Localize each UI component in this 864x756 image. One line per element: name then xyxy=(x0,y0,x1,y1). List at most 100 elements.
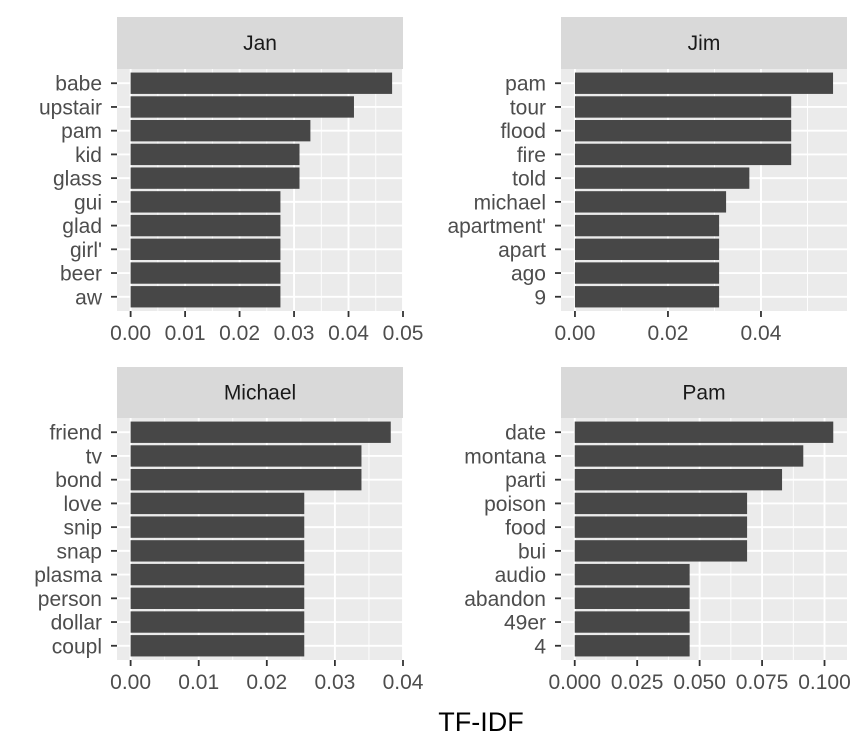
bar xyxy=(574,191,727,213)
bar xyxy=(574,421,834,443)
facet-strip-label: Jan xyxy=(243,32,277,55)
bar xyxy=(130,238,281,260)
facet-strip-label: Michael xyxy=(224,382,296,405)
x-tick-label: 0.03 xyxy=(274,322,315,345)
y-tick-label: montana xyxy=(464,445,546,468)
facet-strip xyxy=(117,17,403,69)
y-tick-label: person xyxy=(38,588,102,611)
bar xyxy=(574,540,748,562)
bar xyxy=(574,492,748,515)
bar xyxy=(574,214,720,237)
bar xyxy=(130,143,300,166)
y-tick-label: tv xyxy=(86,445,103,468)
y-tick-label: pam xyxy=(505,73,546,96)
y-tick-label: girl' xyxy=(70,239,102,262)
bar xyxy=(574,286,720,308)
y-tick-label: beer xyxy=(60,263,102,286)
y-tick-label: apart xyxy=(498,239,546,262)
bar xyxy=(130,611,305,633)
bar xyxy=(574,143,792,166)
bar xyxy=(574,563,690,586)
x-tick-label: 0.100 xyxy=(798,671,851,694)
x-tick-label: 0.04 xyxy=(383,671,424,694)
panel-michael: Michael 0.00 0.01 0.02 0.03 0.04 friendtvbondl… xyxy=(34,367,424,694)
facet-strip-label: Pam xyxy=(682,382,725,405)
bar xyxy=(130,469,362,491)
y-tick-label: glass xyxy=(53,168,102,191)
x-tick-label: 0.075 xyxy=(736,671,789,694)
x-tick-label: 0.04 xyxy=(328,322,369,345)
x-tick-label: 0.00 xyxy=(110,322,151,345)
y-tick-label: plasma xyxy=(34,564,102,587)
y-tick-label: ago xyxy=(511,263,546,286)
bar xyxy=(130,516,305,538)
y-tick-label: 9 xyxy=(534,286,546,309)
bar xyxy=(130,96,354,118)
bar xyxy=(130,167,300,189)
y-tick-label: bui xyxy=(518,540,546,563)
x-tick-label: 0.00 xyxy=(110,671,151,694)
bar xyxy=(130,421,391,443)
y-tick-label: babe xyxy=(55,73,102,96)
y-tick-label: pam xyxy=(61,120,102,143)
x-tick-label: 0.01 xyxy=(165,322,206,345)
bar xyxy=(130,587,305,609)
y-tick-label: aw xyxy=(75,286,103,309)
y-tick-label: date xyxy=(505,422,546,445)
y-tick-label: michael xyxy=(474,191,546,214)
x-tick-label: 0.000 xyxy=(548,671,601,694)
bar xyxy=(574,167,750,189)
bar xyxy=(130,540,305,562)
y-tick-label: told xyxy=(512,168,546,191)
y-tick-label: 49er xyxy=(504,612,546,635)
y-tick-label: friend xyxy=(49,422,102,445)
y-tick-label: food xyxy=(505,517,546,540)
y-tick-label: dollar xyxy=(51,612,102,635)
bar xyxy=(574,445,804,467)
bar xyxy=(130,492,305,515)
bar xyxy=(130,563,305,586)
y-tick-label: love xyxy=(63,493,102,516)
bar xyxy=(574,611,690,633)
y-tick-label: tour xyxy=(510,96,546,119)
y-tick-label: abandon xyxy=(464,588,546,611)
facet-strip xyxy=(561,367,847,418)
bar xyxy=(130,286,281,308)
y-tick-label: audio xyxy=(495,564,546,587)
x-tick-label: 0.02 xyxy=(219,322,260,345)
bar xyxy=(574,262,720,284)
x-tick-label: 0.04 xyxy=(741,322,782,345)
x-tick-label: 0.02 xyxy=(648,322,689,345)
y-tick-label: glad xyxy=(62,215,102,238)
bar xyxy=(574,72,834,94)
y-tick-label: gui xyxy=(74,191,102,214)
bar xyxy=(130,120,311,142)
x-tick-label: 0.00 xyxy=(555,322,596,345)
bar xyxy=(574,120,792,142)
x-tick-label: 0.025 xyxy=(611,671,664,694)
x-tick-label: 0.03 xyxy=(314,671,355,694)
bar xyxy=(574,238,720,260)
y-tick-label: coupl xyxy=(52,635,102,658)
x-axis-title: TF-IDF xyxy=(438,707,523,737)
y-tick-label: fire xyxy=(517,144,546,167)
y-tick-label: snap xyxy=(56,540,102,563)
bar xyxy=(130,72,393,94)
panel-jim: Jim 0.00 0.02 0.04 pamtourfloodfiretoldmicha… xyxy=(447,17,847,345)
facet-strip xyxy=(117,367,403,418)
facet-strip-label: Jim xyxy=(688,32,721,55)
y-tick-label: apartment' xyxy=(447,215,546,238)
panel-jan: Jan 0.00 0.01 0.02 0.03 0.04 0.05 babeupstairpa… xyxy=(39,17,423,345)
bar xyxy=(574,587,690,609)
bar xyxy=(130,262,281,284)
y-tick-label: bond xyxy=(55,469,102,492)
bar xyxy=(574,469,783,491)
bar xyxy=(130,635,305,657)
bar xyxy=(574,635,690,657)
x-tick-label: 0.01 xyxy=(178,671,219,694)
x-tick-label: 0.050 xyxy=(673,671,726,694)
bar xyxy=(130,214,281,237)
